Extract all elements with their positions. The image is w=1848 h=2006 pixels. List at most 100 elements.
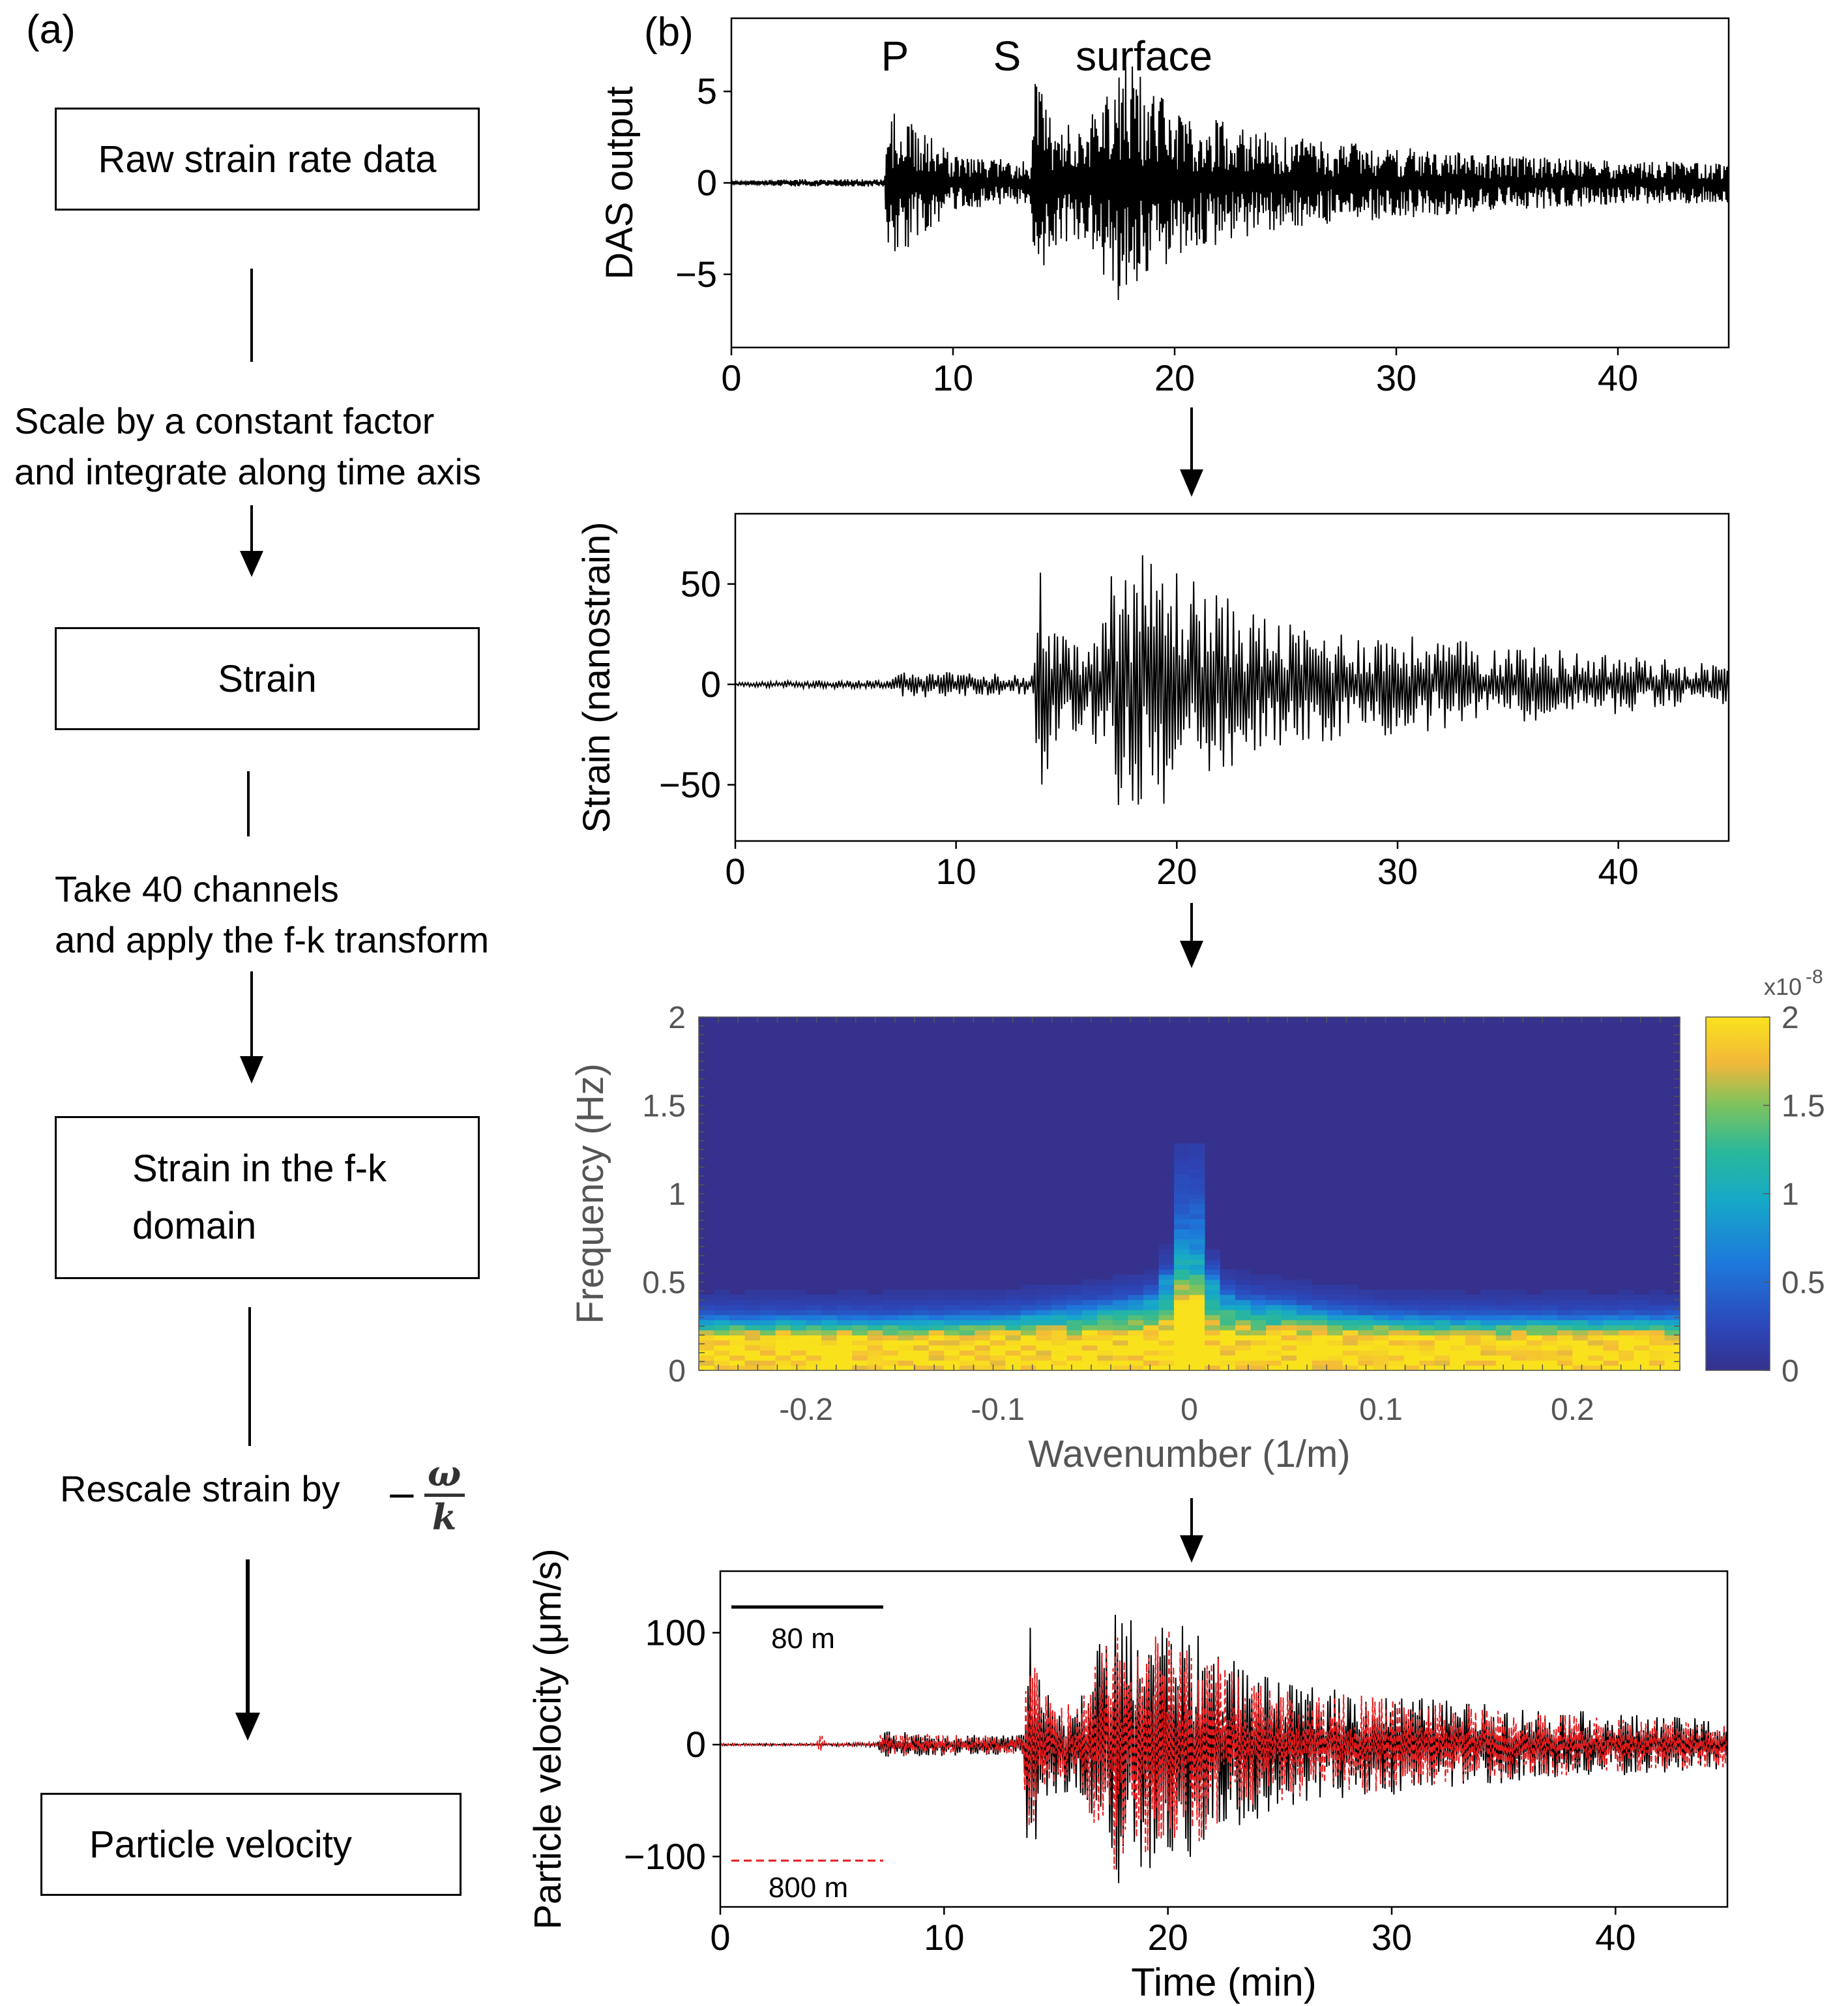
heatmap-cell: [1143, 1335, 1160, 1341]
heatmap-cell: [1358, 1360, 1374, 1366]
y-tick-label: −50: [659, 764, 721, 805]
heatmap-cell: [883, 1299, 899, 1305]
heatmap-cell: [1174, 1305, 1190, 1310]
heatmap-cell: [1403, 1345, 1420, 1351]
heatmap-cell: [1235, 1345, 1252, 1351]
heatmap-cell: [1403, 1314, 1420, 1321]
heatmap-cell: [867, 1350, 883, 1356]
y-tick-label: 0: [697, 162, 717, 203]
heatmap-cell: [1189, 1188, 1205, 1194]
heatmap-cell: [1081, 1340, 1098, 1346]
heatmap-cell: [1051, 1299, 1067, 1305]
heatmap-cell: [1250, 1355, 1267, 1361]
heatmap-cell: [1495, 1360, 1512, 1366]
heatmap-cell: [1542, 1310, 1558, 1316]
heatmap-cell: [1005, 1314, 1021, 1321]
heatmap-cell: [867, 1360, 883, 1366]
heatmap-cell: [1312, 1355, 1328, 1361]
heatmap-cell: [1542, 1330, 1558, 1336]
heatmap-cell: [729, 1345, 746, 1351]
heatmap-cell: [1434, 1340, 1450, 1346]
heatmap-cell: [1465, 1320, 1481, 1325]
heatmap-cell: [852, 1294, 868, 1301]
heatmap-cell: [1312, 1335, 1328, 1341]
heatmap-cell: [791, 1299, 807, 1305]
heatmap-cell: [1557, 1355, 1573, 1361]
heatmap-cell: [760, 1294, 776, 1301]
heatmap-cell: [867, 1340, 883, 1346]
heatmap-cell: [1128, 1279, 1144, 1285]
x-tick-label: 20: [1154, 357, 1195, 398]
heatmap-cell: [975, 1360, 991, 1366]
heatmap-cell: [1128, 1284, 1144, 1290]
heatmap-cell: [1174, 1279, 1190, 1285]
heatmap-cell: [1403, 1294, 1420, 1301]
heatmap-cell: [1281, 1305, 1297, 1310]
heatmap-cell: [1465, 1355, 1481, 1361]
heatmap-cell: [760, 1350, 776, 1356]
heatmap-cell: [1112, 1330, 1128, 1336]
heatmap-cell: [1511, 1314, 1527, 1321]
heatmap-cell: [1266, 1365, 1282, 1371]
heatmap-cell: [1542, 1340, 1558, 1346]
heatmap-cell: [1158, 1269, 1175, 1275]
heatmap-cell: [1388, 1355, 1405, 1361]
heatmap-cell: [1097, 1350, 1113, 1356]
heatmap-cell: [1220, 1340, 1236, 1346]
heatmap-cell: [1128, 1360, 1144, 1366]
heatmap-cell: [1358, 1290, 1374, 1295]
heatmap-cell: [1572, 1345, 1589, 1351]
heatmap-cell: [1235, 1340, 1252, 1346]
heatmap-cell: [836, 1294, 853, 1301]
heatmap-cell: [1266, 1294, 1282, 1301]
heatmap-cell: [1081, 1294, 1098, 1301]
heatmap-cell: [1434, 1290, 1450, 1295]
heatmap-cell: [1220, 1294, 1236, 1301]
heatmap-cell: [821, 1335, 838, 1341]
heatmap-cell: [1434, 1365, 1450, 1371]
step-3-text: Rescale strain by: [60, 1464, 340, 1514]
heatmap-cell: [1557, 1314, 1573, 1321]
heatmap-cell: [836, 1350, 853, 1356]
heatmap-cell: [729, 1314, 746, 1321]
heatmap-cell: [1403, 1365, 1420, 1371]
heatmap-cell: [1419, 1305, 1435, 1310]
heatmap-cell: [1297, 1355, 1313, 1361]
heatmap-cell: [1526, 1299, 1542, 1305]
heatmap-cell: [1557, 1310, 1573, 1316]
strain-box: Strain: [55, 627, 480, 730]
heatmap-cell: [944, 1294, 960, 1301]
heatmap-cell: [1281, 1340, 1297, 1346]
heatmap-cell: [729, 1360, 746, 1366]
heatmap-cell: [1618, 1350, 1634, 1356]
colorbar-tick-label: 1.5: [1782, 1089, 1825, 1124]
heatmap-cell: [1205, 1279, 1221, 1285]
heatmap-cell: [1066, 1340, 1083, 1346]
formula-numerator: ω: [427, 1452, 462, 1494]
heatmap-cell: [1189, 1158, 1205, 1164]
heatmap-cell: [913, 1345, 930, 1351]
heatmap-cell: [714, 1340, 730, 1346]
heatmap-cell: [775, 1335, 791, 1341]
heatmap-cell: [1235, 1299, 1252, 1305]
heatmap-cell: [898, 1314, 914, 1321]
heatmap-cell: [836, 1365, 853, 1371]
heatmap-cell: [744, 1290, 761, 1295]
heatmap-cell: [1020, 1335, 1036, 1341]
heatmap-cell: [959, 1305, 975, 1310]
heatmap-cell: [1174, 1284, 1190, 1290]
heatmap-cell: [883, 1294, 899, 1301]
heatmap-cell: [1235, 1350, 1252, 1356]
heatmap-cell: [1358, 1355, 1374, 1361]
heatmap-cell: [1205, 1325, 1221, 1331]
heatmap-cell: [699, 1305, 715, 1310]
heatmap-cell: [1603, 1314, 1619, 1321]
heatmap-cell: [1419, 1355, 1435, 1361]
heatmap-cell: [1250, 1314, 1267, 1321]
heatmap-cell: [1036, 1284, 1052, 1290]
heatmap-cell: [806, 1314, 822, 1321]
heatmap-cell: [913, 1335, 930, 1341]
x-tick-label: 10: [933, 357, 973, 398]
heatmap-cell: [1205, 1259, 1221, 1265]
heatmap-cell: [1097, 1284, 1113, 1290]
